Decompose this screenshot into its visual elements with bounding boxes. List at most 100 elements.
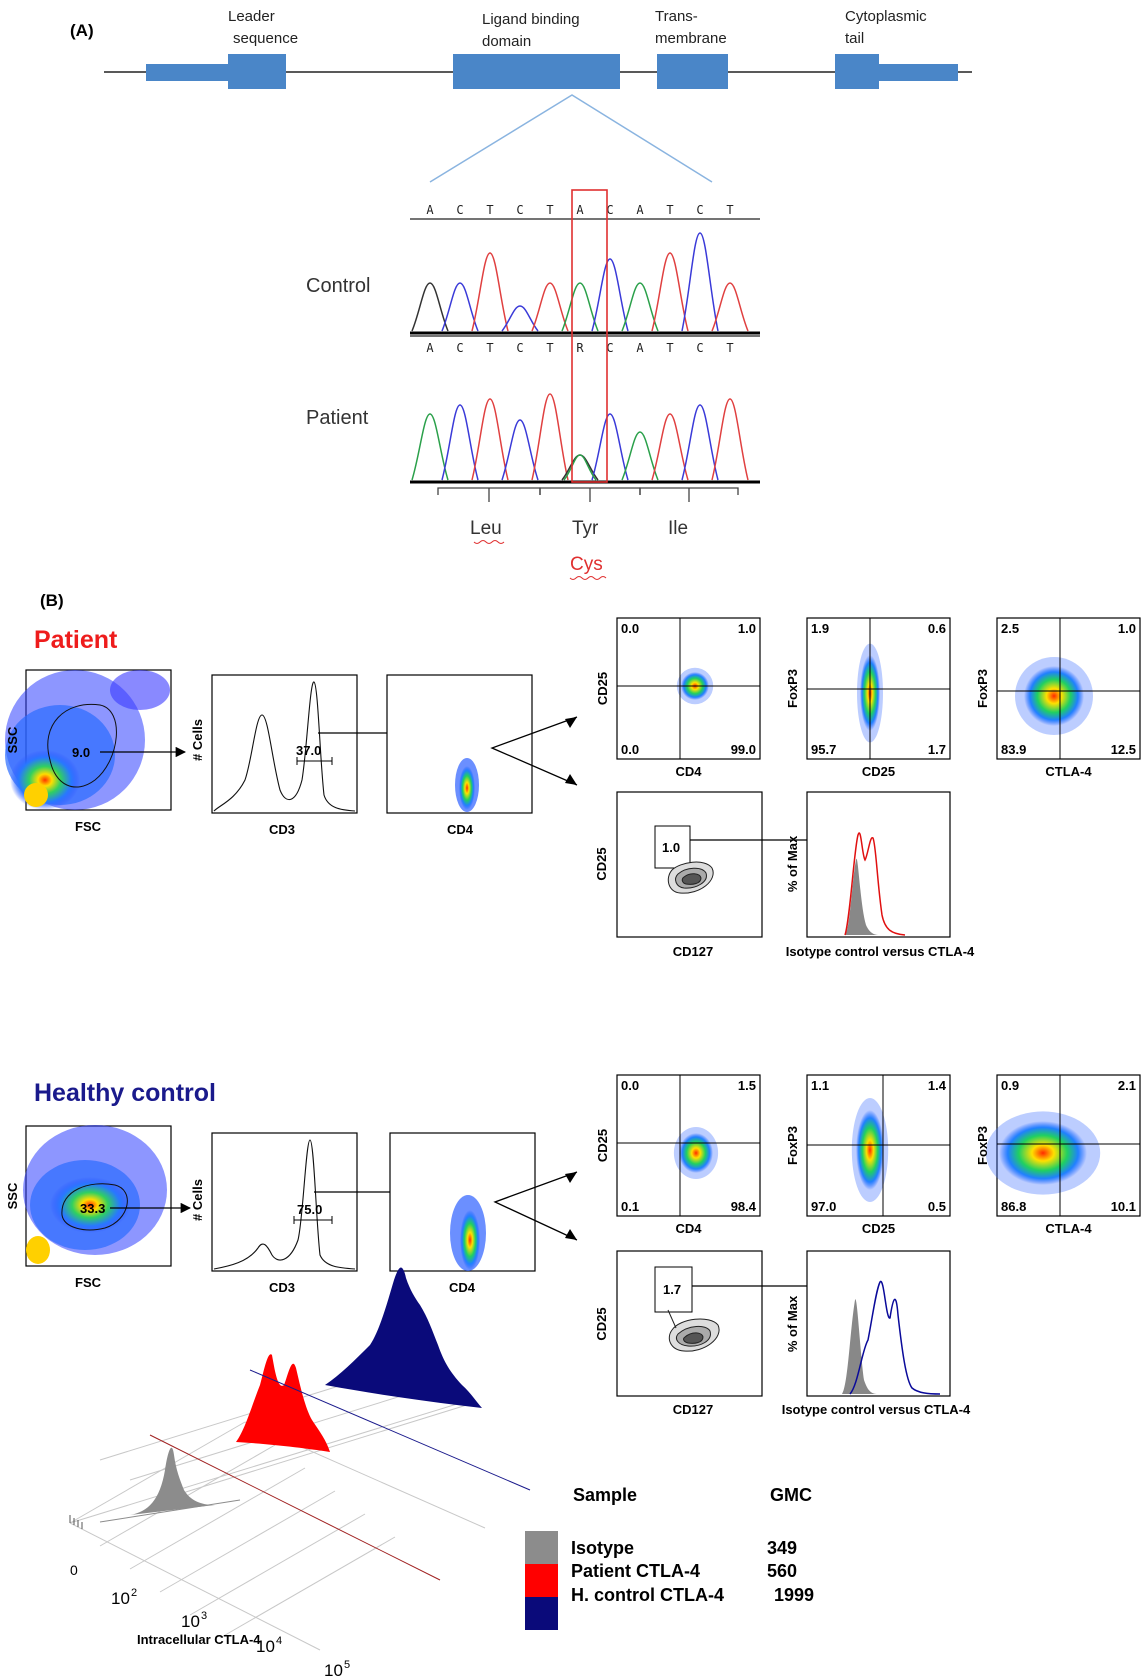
legend-name-isotype: Isotype — [571, 1538, 634, 1558]
quadrant-value-ll: 0.0 — [621, 742, 639, 757]
x-axis-label: Isotype control versus CTLA-4 — [782, 1402, 971, 1417]
plot-ssc-fsc-patient: 9.0 FSC SSC — [5, 669, 187, 834]
group-patient: Patient 9.0 FSC SSC 37.0 CD3 # Cells — [5, 617, 1141, 959]
x-axis-label: CD4 — [447, 822, 474, 837]
base-letter: T — [726, 341, 733, 355]
amino-acid-leu: Leu — [470, 518, 502, 539]
tick-exp-4: 4 — [276, 1635, 282, 1647]
amino-acid-ile: Ile — [668, 518, 688, 539]
overlay-legend: Sample GMC Isotype Patient CTLA-4 H. con… — [525, 1485, 814, 1630]
quadrant-plot: 2.5 1.0 83.9 12.5 CTLA-4 FoxP3 — [975, 617, 1141, 779]
quadrant-value-lr: 1.7 — [928, 742, 946, 757]
group-healthy-control: Healthy control 33.3 FSC SSC 75.0 CD3 # … — [5, 1074, 1141, 1417]
quadrant-value-ur: 1.0 — [1118, 621, 1136, 636]
y-axis-label: FoxP3 — [975, 669, 990, 708]
x-axis-label: CD127 — [673, 1402, 713, 1417]
base-letter: C — [606, 203, 613, 217]
trace-peak — [591, 258, 629, 332]
cell-population — [999, 1121, 1087, 1185]
quadrant-plots-healthy: 0.0 1.5 0.1 98.4 CD4 CD25 1.1 1.4 97.0 0.5 CD25 Fox… — [595, 1074, 1141, 1236]
y-axis-label: CD25 — [595, 1129, 610, 1162]
base-letter: T — [546, 341, 553, 355]
y-axis-label: SSC — [5, 726, 20, 753]
base-letter: A — [576, 203, 584, 217]
quadrant-value-ur: 1.0 — [738, 621, 756, 636]
legend-name-patient: Patient CTLA-4 — [571, 1561, 700, 1581]
quadrant-plot: 0.0 1.5 0.1 98.4 CD4 CD25 — [595, 1074, 761, 1236]
y-axis-label: FoxP3 — [785, 1126, 800, 1165]
gene-label-cyto-1: Cytoplasmic — [845, 8, 927, 25]
trace-peak — [621, 431, 659, 481]
base-letter: T — [486, 203, 493, 217]
quadrant-plot: 0.0 1.0 0.0 99.0 CD4 CD25 — [595, 617, 761, 779]
trace-peak — [561, 282, 599, 332]
legend-gmc-healthy: 1999 — [774, 1585, 814, 1605]
exon-leader — [228, 54, 286, 89]
quadrant-value-ll: 97.0 — [811, 1199, 836, 1214]
trace-peak — [471, 398, 509, 481]
base-letter: C — [606, 341, 613, 355]
split-arrows — [490, 716, 578, 786]
trace-label-control: Control — [306, 275, 370, 297]
quadrant-plot: 1.9 0.6 95.7 1.7 CD25 FoxP3 — [785, 617, 951, 779]
y-axis-label: CD25 — [594, 847, 609, 880]
legend-gmc-patient: 560 — [767, 1561, 797, 1581]
isotype-fill — [845, 858, 880, 935]
legend-header-gmc: GMC — [770, 1485, 812, 1505]
plot-contour-healthy: 1.7 CD127 CD25 — [594, 1250, 834, 1417]
exon-transmembrane — [657, 54, 728, 89]
overlay-3d-histogram: 0 10 2 10 3 10 4 10 5 Intracellular CTLA… — [69, 1267, 814, 1678]
plot-cd4-healthy: CD4 — [389, 1132, 578, 1295]
quadrant-value-ul: 0.0 — [621, 621, 639, 636]
exon-tail-end — [879, 64, 958, 81]
x-axis-label: CD25 — [862, 764, 895, 779]
x-axis-label: CD25 — [862, 1221, 895, 1236]
base-letter: C — [696, 341, 703, 355]
x-axis-label: CD3 — [269, 822, 295, 837]
trace-peak — [441, 404, 479, 481]
spell-underline-cys — [569, 576, 607, 580]
tick-10-4: 10 — [256, 1637, 275, 1656]
legend-swatch-healthy — [525, 1597, 558, 1630]
x-axis-label: CD3 — [269, 1280, 295, 1295]
tick-exp-2: 2 — [131, 1587, 137, 1599]
legend-name-healthy: H. control CTLA-4 — [571, 1585, 724, 1605]
plot-cd3-patient: 37.0 CD3 # Cells — [190, 674, 414, 837]
base-letter: R — [576, 341, 584, 355]
panel-a: (A) Leader sequence Ligand binding domai… — [70, 8, 972, 580]
quadrant-value-lr: 10.1 — [1111, 1199, 1136, 1214]
trace-peak-het — [563, 454, 597, 481]
base-letter: A — [426, 203, 434, 217]
legend-gmc-isotype: 349 — [767, 1538, 797, 1558]
quadrant-value-ll: 86.8 — [1001, 1199, 1026, 1214]
overlay-patient — [236, 1354, 330, 1452]
isotype-fill — [842, 1299, 878, 1394]
base-letter: A — [636, 341, 644, 355]
y-axis-label: SSC — [5, 1182, 20, 1209]
legend-swatch-patient — [525, 1564, 558, 1597]
exon-ligand-binding — [453, 54, 620, 89]
plot-cd4-patient: CD4 — [386, 674, 578, 837]
x-axis-label: FSC — [75, 1275, 102, 1290]
base-letter: T — [486, 341, 493, 355]
trace-peak — [621, 282, 659, 332]
x-axis-label: CD4 — [449, 1280, 476, 1295]
quadrant-value-lr: 99.0 — [731, 742, 756, 757]
gene-label-tm-2: membrane — [655, 30, 727, 47]
x-axis-label: CTLA-4 — [1045, 1221, 1092, 1236]
quadrant-value-lr: 12.5 — [1111, 742, 1136, 757]
legend-swatch-isotype — [525, 1531, 558, 1564]
group-title-healthy: Healthy control — [34, 1079, 216, 1107]
quadrant-value-ll: 95.7 — [811, 742, 836, 757]
overlay-axis-label: Intracellular CTLA-4 — [137, 1632, 261, 1647]
gate-value: 1.0 — [662, 840, 680, 855]
base-letter: C — [516, 203, 523, 217]
gate-value: 9.0 — [72, 745, 90, 760]
base-letter: C — [696, 203, 703, 217]
mutation-cys: Cys — [570, 554, 603, 575]
codon-brackets — [437, 487, 739, 502]
x-axis-label: Isotype control versus CTLA-4 — [786, 944, 975, 959]
group-title-patient: Patient — [34, 626, 118, 654]
x-axis-label: CD4 — [675, 1221, 702, 1236]
gate-value: 1.7 — [663, 1282, 681, 1297]
